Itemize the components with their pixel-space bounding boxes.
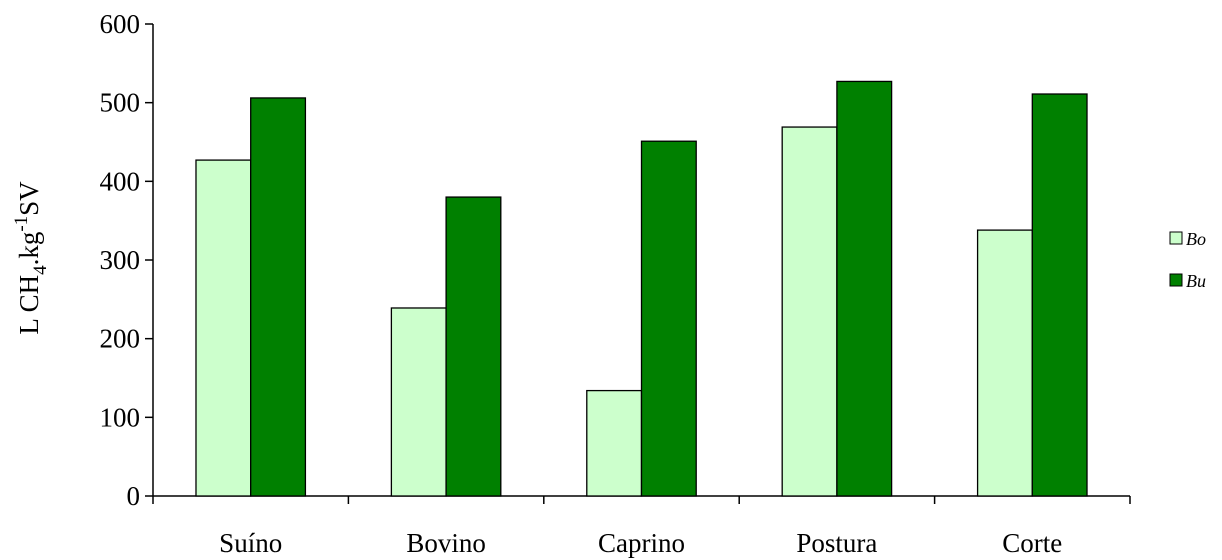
legend-label: Bo — [1186, 229, 1206, 249]
y-tick-label: 600 — [100, 9, 141, 39]
y-axis: 0 100 200 300 400 500 600 — [100, 9, 154, 511]
bar-bo — [976, 229, 1033, 497]
y-tick-label: 500 — [100, 88, 141, 118]
bars — [195, 80, 1088, 497]
category-label: Postura — [796, 528, 877, 558]
legend-swatch — [1169, 231, 1183, 245]
bar-bu — [445, 196, 502, 497]
y-tick-label: 200 — [100, 324, 141, 354]
y-tick-label: 100 — [100, 402, 141, 432]
category-label: Bovino — [406, 528, 486, 558]
y-tick-label: 0 — [127, 481, 141, 511]
legend-swatch — [1169, 273, 1183, 287]
bar-bu — [640, 140, 697, 497]
bar-bu — [1031, 93, 1088, 497]
bar-bo — [586, 389, 643, 497]
bar-bu — [250, 97, 307, 497]
legend-label: Bu — [1186, 271, 1206, 291]
category-labels: Suíno Bovino Caprino Postura Corte — [219, 528, 1062, 558]
bar-bo — [195, 159, 252, 497]
y-tick-label: 400 — [100, 166, 141, 196]
category-label: Corte — [1002, 528, 1062, 558]
y-axis-title: L CH4.kg-1SV — [11, 181, 51, 335]
y-tick-label: 300 — [100, 245, 141, 275]
bar-bu — [836, 80, 893, 497]
bar-bo — [390, 307, 447, 497]
category-label: Suíno — [219, 528, 282, 558]
legend: Bo Bu — [1169, 229, 1206, 291]
bar-bo — [781, 126, 838, 497]
category-label: Caprino — [598, 528, 685, 558]
x-axis — [152, 495, 1131, 504]
